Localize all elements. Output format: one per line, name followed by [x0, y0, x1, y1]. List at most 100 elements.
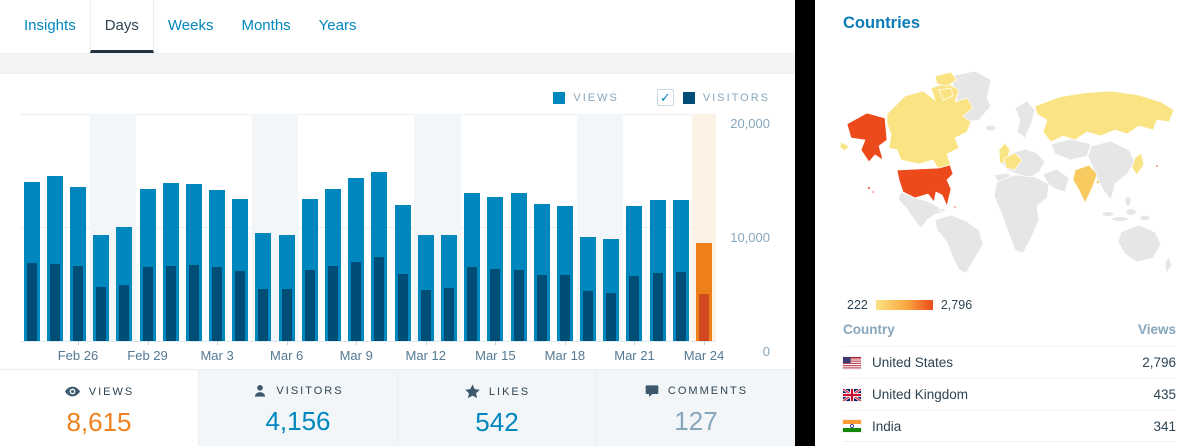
map-iceland [985, 124, 997, 132]
summary-comments[interactable]: COMMENTS 127 [596, 370, 795, 446]
visitors-bar[interactable] [281, 289, 292, 341]
visitors-bar[interactable] [119, 285, 130, 341]
bar-mar-1[interactable] [159, 114, 182, 341]
bar-mar-22[interactable] [646, 114, 669, 341]
period-tabs: Insights Days Weeks Months Years [0, 0, 795, 54]
table-row-united-states[interactable]: United States 2,796 [843, 346, 1176, 378]
summary-likes[interactable]: LIKES 542 [397, 370, 596, 446]
x-axis-tick [217, 341, 219, 345]
visitors-bar[interactable] [165, 266, 176, 341]
visitors-bar[interactable] [374, 257, 385, 341]
country-column-header: Country [843, 322, 895, 337]
visitors-bar[interactable] [96, 287, 107, 341]
bar-mar-13[interactable] [437, 114, 461, 341]
map-scandinavia [1014, 100, 1036, 139]
bar-mar-3[interactable]: Mar 3 [200, 114, 234, 363]
x-axis-tick [425, 341, 427, 345]
tab-days[interactable]: Days [89, 0, 154, 53]
visitors-bar[interactable] [328, 266, 339, 341]
bar-mar-14[interactable] [461, 114, 484, 341]
visitors-bar[interactable] [142, 267, 153, 341]
bar-mar-7[interactable] [298, 114, 321, 341]
bar-mar-11[interactable] [391, 114, 414, 341]
bar-mar-2[interactable] [182, 114, 205, 341]
bar-mar-8[interactable] [321, 114, 344, 341]
visitors-bar[interactable] [188, 265, 199, 341]
views-swatch-icon [553, 91, 566, 104]
bar-mar-6[interactable]: Mar 6 [270, 114, 303, 363]
visitors-bar[interactable] [652, 273, 663, 341]
summary-views[interactable]: VIEWS 8,615 [0, 370, 198, 446]
map-africa [993, 174, 1050, 254]
tab-weeks[interactable]: Weeks [167, 16, 214, 34]
visitors-bar[interactable] [397, 274, 408, 341]
bar-mar-12[interactable]: Mar 12 [406, 114, 446, 363]
bar-feb-27[interactable] [89, 114, 113, 341]
map-russia [1034, 90, 1175, 143]
visitors-bar[interactable] [258, 289, 269, 341]
country-views: 2,796 [1142, 355, 1176, 370]
bar-mar-10[interactable] [368, 114, 391, 341]
summary-visitors[interactable]: VISITORS 4,156 [198, 370, 397, 446]
visitors-bar[interactable] [304, 270, 315, 341]
visitors-bar[interactable] [559, 275, 570, 341]
summary-tabs: VIEWS 8,615 VISITORS 4,156 LIKES [0, 369, 795, 446]
summary-comments-label: COMMENTS [667, 385, 749, 397]
visitors-bar[interactable] [351, 262, 362, 341]
bar-mar-21[interactable]: Mar 21 [614, 114, 655, 363]
bar-mar-20[interactable] [599, 114, 623, 341]
country-name: United Kingdom [872, 387, 969, 402]
scale-max: 2,796 [940, 298, 973, 312]
visitors-bar[interactable] [629, 276, 640, 341]
visitors-bar[interactable] [467, 267, 478, 341]
bar-mar-9[interactable]: Mar 9 [340, 114, 373, 363]
map-hawaii-2 [871, 190, 875, 194]
x-axis-label: Mar 18 [544, 348, 586, 363]
visitors-bar[interactable] [583, 291, 594, 341]
x-axis-line [20, 341, 716, 342]
visitors-bar[interactable] [606, 293, 617, 341]
visitors-bar[interactable] [49, 264, 60, 341]
bar-mar-4[interactable] [229, 114, 252, 341]
bar-feb-29[interactable]: Feb 29 [127, 114, 168, 363]
visitors-checkbox[interactable]: ✓ [656, 89, 674, 106]
table-row-united-kingdom[interactable]: United Kingdom 435 [843, 378, 1176, 410]
tab-months[interactable]: Months [241, 16, 291, 34]
legend-visitors: VISITORS [682, 91, 770, 104]
visitors-bar[interactable] [513, 270, 524, 341]
bar-mar-24[interactable]: Mar 24 [684, 114, 724, 363]
bar-mar-15[interactable]: Mar 15 [475, 114, 516, 363]
visitors-bar[interactable] [675, 272, 686, 341]
table-row-india[interactable]: India 341 [843, 410, 1176, 442]
summary-views-label-row: VIEWS [0, 383, 198, 400]
visitors-bar[interactable] [26, 263, 37, 341]
bar-feb-24[interactable] [20, 114, 43, 341]
views-visitors-chart: VIEWS ✓ VISITORS 20,000 10,000 0 Feb 26 F… [0, 74, 795, 446]
visitors-bar[interactable] [443, 288, 454, 341]
bar-feb-25[interactable] [43, 114, 66, 341]
x-axis-label: Mar 21 [614, 348, 655, 363]
summary-visitors-label-row: VISITORS [199, 383, 397, 399]
visitors-bar[interactable] [420, 290, 431, 341]
tab-years[interactable]: Years [318, 16, 357, 34]
bar-mar-18[interactable]: Mar 18 [545, 114, 585, 363]
bar-mar-23[interactable] [669, 114, 692, 341]
bar-mar-19[interactable] [576, 114, 600, 341]
bar-mar-17[interactable] [530, 114, 553, 341]
visitors-bar[interactable] [235, 271, 246, 341]
visitors-bar[interactable] [536, 275, 547, 341]
bar-feb-26[interactable]: Feb 26 [58, 114, 98, 363]
visitors-swatch-icon [682, 91, 695, 104]
map-mexico-central-america [897, 191, 946, 229]
bar-feb-28[interactable] [112, 114, 136, 341]
x-axis-tick [704, 341, 706, 345]
tab-insights[interactable]: Insights [24, 16, 76, 34]
visitors-bar[interactable] [72, 266, 83, 341]
bar-mar-16[interactable] [507, 114, 530, 341]
world-choropleth-map[interactable] [839, 62, 1179, 277]
visitors-bar[interactable] [212, 267, 223, 341]
bar-mar-5[interactable] [251, 114, 276, 341]
visitors-bar[interactable] [699, 294, 710, 341]
visitors-bar[interactable] [490, 269, 501, 341]
